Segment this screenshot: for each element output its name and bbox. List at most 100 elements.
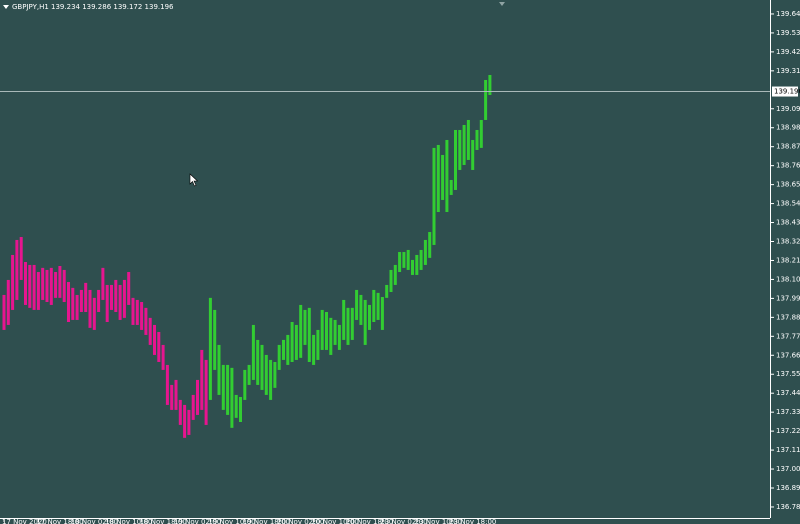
price-bar: [251, 324, 255, 380]
price-bar: [127, 272, 131, 305]
price-bar: [337, 324, 341, 350]
price-bar: [41, 267, 45, 300]
price-bar: [264, 354, 268, 395]
y-tick-label: 138.766: [776, 162, 800, 170]
menu-triangle[interactable]: [3, 5, 9, 9]
price-bar: [436, 144, 440, 213]
x-tick-label: 19 Nov 10:00: [208, 518, 255, 524]
price-bar: [226, 364, 230, 415]
price-bar: [376, 292, 380, 320]
price-bar: [208, 297, 212, 400]
price-bar: [11, 254, 15, 310]
price-bar: [372, 289, 376, 323]
price-bar: [58, 265, 62, 298]
x-tick-label: 18 Nov 10:00: [105, 518, 152, 524]
price-bar: [118, 284, 122, 320]
price-bar: [462, 124, 466, 165]
price-bar: [178, 399, 182, 425]
price-bar: [299, 304, 303, 358]
price-bar: [135, 299, 139, 325]
price-bar: [346, 307, 350, 345]
price-bar: [294, 324, 298, 360]
price-bar: [153, 324, 156, 355]
price-bar: [247, 364, 251, 385]
price-bar: [243, 369, 247, 400]
price-bar: [67, 282, 70, 323]
price-bar: [170, 384, 174, 410]
price-bar: [2, 294, 6, 330]
y-tick-label: 137.006: [776, 465, 800, 473]
price-bar: [45, 269, 49, 303]
price-bar: [234, 394, 238, 418]
price-bar: [273, 361, 277, 388]
price-bar: [97, 289, 101, 313]
y-tick-label: 138.986: [776, 124, 800, 132]
y-tick-label: 139.096: [776, 105, 800, 113]
y-tick-label: 139.316: [776, 67, 800, 75]
price-bar: [423, 239, 427, 265]
price-bar: [333, 319, 337, 345]
price-bar: [105, 284, 109, 323]
price-bar: [36, 272, 40, 310]
shift-marker[interactable]: [499, 2, 505, 6]
price-bar: [415, 254, 419, 275]
price-bar: [320, 309, 324, 350]
x-tick-label: 23 Nov 10:00: [415, 518, 462, 524]
price-bar: [385, 284, 389, 298]
price-bar: [114, 279, 118, 313]
x-tick-label: 20 Nov 10:00: [312, 518, 359, 524]
price-bar: [449, 179, 453, 195]
price-bar: [15, 239, 19, 300]
price-bar: [131, 297, 135, 325]
y-tick-label: 137.776: [776, 332, 800, 340]
y-tick-label: 138.656: [776, 181, 800, 189]
price-bar: [187, 409, 191, 435]
price-bar: [350, 307, 354, 340]
y-tick-label: 138.876: [776, 143, 800, 151]
price-bar: [28, 264, 32, 308]
price-bar: [269, 359, 273, 400]
price-bar: [441, 154, 445, 200]
price-bar: [484, 79, 488, 120]
price-bar: [204, 359, 208, 425]
price-bar: [88, 289, 92, 328]
price-bar: [161, 344, 165, 370]
price-bar: [144, 307, 148, 335]
price-bar: [230, 367, 234, 428]
price-bar: [458, 129, 462, 170]
price-bar: [122, 279, 126, 318]
price-bar: [406, 249, 410, 270]
price-bar: [488, 74, 492, 95]
price-bar: [191, 394, 195, 420]
price-bar: [54, 272, 58, 298]
y-tick-label: 138.106: [776, 275, 800, 283]
y-tick-label: 136.786: [776, 503, 800, 511]
price-bar: [62, 269, 66, 303]
price-bar: [92, 297, 96, 330]
price-bar: [445, 139, 449, 213]
price-bar: [196, 379, 199, 415]
price-bar: [75, 294, 79, 320]
y-tick-label: 139.536: [776, 29, 800, 37]
price-bar: [157, 332, 161, 362]
price-bar: [71, 287, 75, 320]
price-bar: [419, 249, 423, 270]
price-bar: [475, 129, 479, 150]
y-tick-label: 138.436: [776, 219, 800, 227]
price-bar: [380, 297, 384, 330]
x-tick-label: 17 Nov 18:00: [36, 518, 83, 524]
chart-title: GBPJPY,H1 139.234 139.286 139.172 139.19…: [12, 3, 174, 11]
y-tick-label: 137.996: [776, 294, 800, 302]
price-bar: [79, 289, 83, 313]
price-bar: [363, 299, 367, 345]
x-tick-label: 19 Nov 18:00: [243, 518, 290, 524]
price-bar: [286, 334, 290, 365]
y-tick-label: 139.646: [776, 10, 800, 18]
price-bar: [200, 349, 204, 410]
price-bar: [183, 404, 187, 438]
price-bar: [256, 339, 260, 385]
x-tick-label: 19 Nov 02:00: [174, 518, 221, 524]
y-tick-label: 138.546: [776, 200, 800, 208]
price-bar: [148, 317, 152, 345]
price-bar: [393, 264, 397, 285]
